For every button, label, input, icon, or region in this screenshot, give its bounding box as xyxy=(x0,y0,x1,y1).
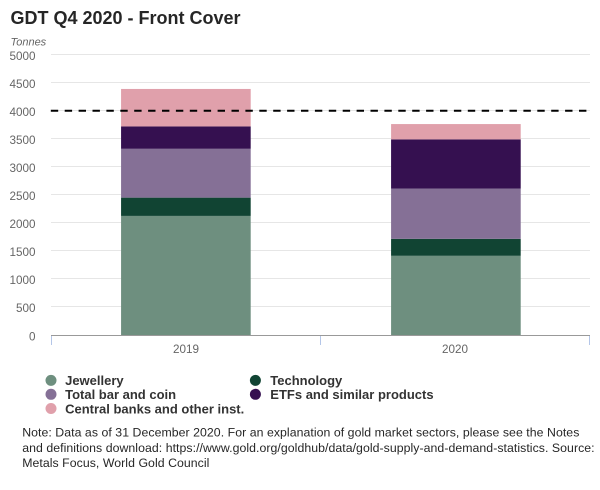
svg-text:4500: 4500 xyxy=(9,78,36,91)
svg-text:1000: 1000 xyxy=(9,274,36,287)
svg-text:1500: 1500 xyxy=(9,246,36,259)
svg-text:2500: 2500 xyxy=(9,190,36,203)
svg-text:Note: Data as of 31 December 2: Note: Data as of 31 December 2020. For a… xyxy=(22,426,579,440)
svg-text:3000: 3000 xyxy=(9,162,36,175)
svg-text:2000: 2000 xyxy=(9,218,36,231)
svg-text:500: 500 xyxy=(16,302,36,315)
svg-text:ETFs and similar products: ETFs and similar products xyxy=(270,387,433,402)
svg-text:Tonnes: Tonnes xyxy=(11,37,47,49)
svg-text:5000: 5000 xyxy=(9,50,36,63)
svg-text:Technology: Technology xyxy=(270,373,343,388)
svg-text:GDT Q4 2020 - Front Cover: GDT Q4 2020 - Front Cover xyxy=(11,8,241,28)
svg-text:and definitions download: http: and definitions download: https://www.go… xyxy=(22,441,594,455)
svg-text:Metals Focus, World Gold Counc: Metals Focus, World Gold Council xyxy=(22,456,209,470)
svg-text:4000: 4000 xyxy=(9,106,36,119)
svg-text:2020: 2020 xyxy=(442,343,469,356)
svg-text:Total bar and coin: Total bar and coin xyxy=(65,387,176,402)
svg-text:0: 0 xyxy=(29,330,36,343)
svg-text:Jewellery: Jewellery xyxy=(65,373,124,388)
svg-text:Central banks and other inst.: Central banks and other inst. xyxy=(65,401,244,416)
svg-text:2019: 2019 xyxy=(173,343,199,356)
svg-text:3500: 3500 xyxy=(9,134,36,147)
